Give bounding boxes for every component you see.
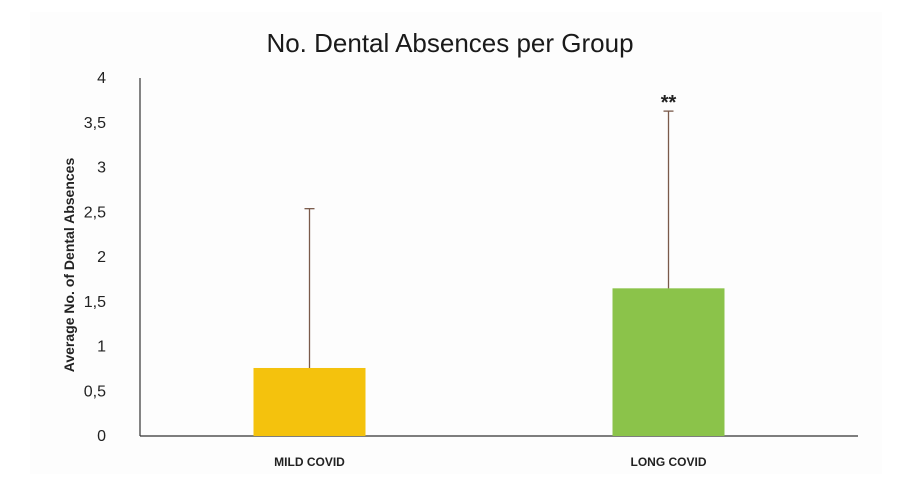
bar-mild-covid [253,367,366,436]
y-tick-label: 1,5 [84,294,106,311]
y-tick-label: 0 [97,428,106,445]
category-label: MILD COVID [274,455,345,469]
y-tick-label: 4 [97,70,106,87]
chart-frame: No. Dental Absences per Group Average No… [30,12,882,474]
bar-long-covid [612,288,725,436]
annotations: ** [661,92,677,114]
y-tick-label: 0,5 [84,383,106,400]
y-tick-label: 3,5 [84,115,106,132]
category-label: LONG COVID [630,455,706,469]
category-labels: MILD COVID LONG COVID [274,455,707,469]
bar-chart: No. Dental Absences per Group Average No… [61,28,858,469]
error-bars [304,110,674,368]
y-axis-label: Average No. of Dental Absences [61,158,77,373]
chart-title: No. Dental Absences per Group [266,28,633,58]
significance-annotation: ** [661,92,677,114]
y-tick-label: 1 [97,339,106,356]
bars [253,288,725,436]
y-tick-label: 3 [97,160,106,177]
y-tick-label: 2,5 [84,204,106,221]
y-tick-label: 2 [97,249,106,266]
y-tick-labels: 0 0,5 1 1,5 2 2,5 3 3,5 4 [84,70,106,445]
